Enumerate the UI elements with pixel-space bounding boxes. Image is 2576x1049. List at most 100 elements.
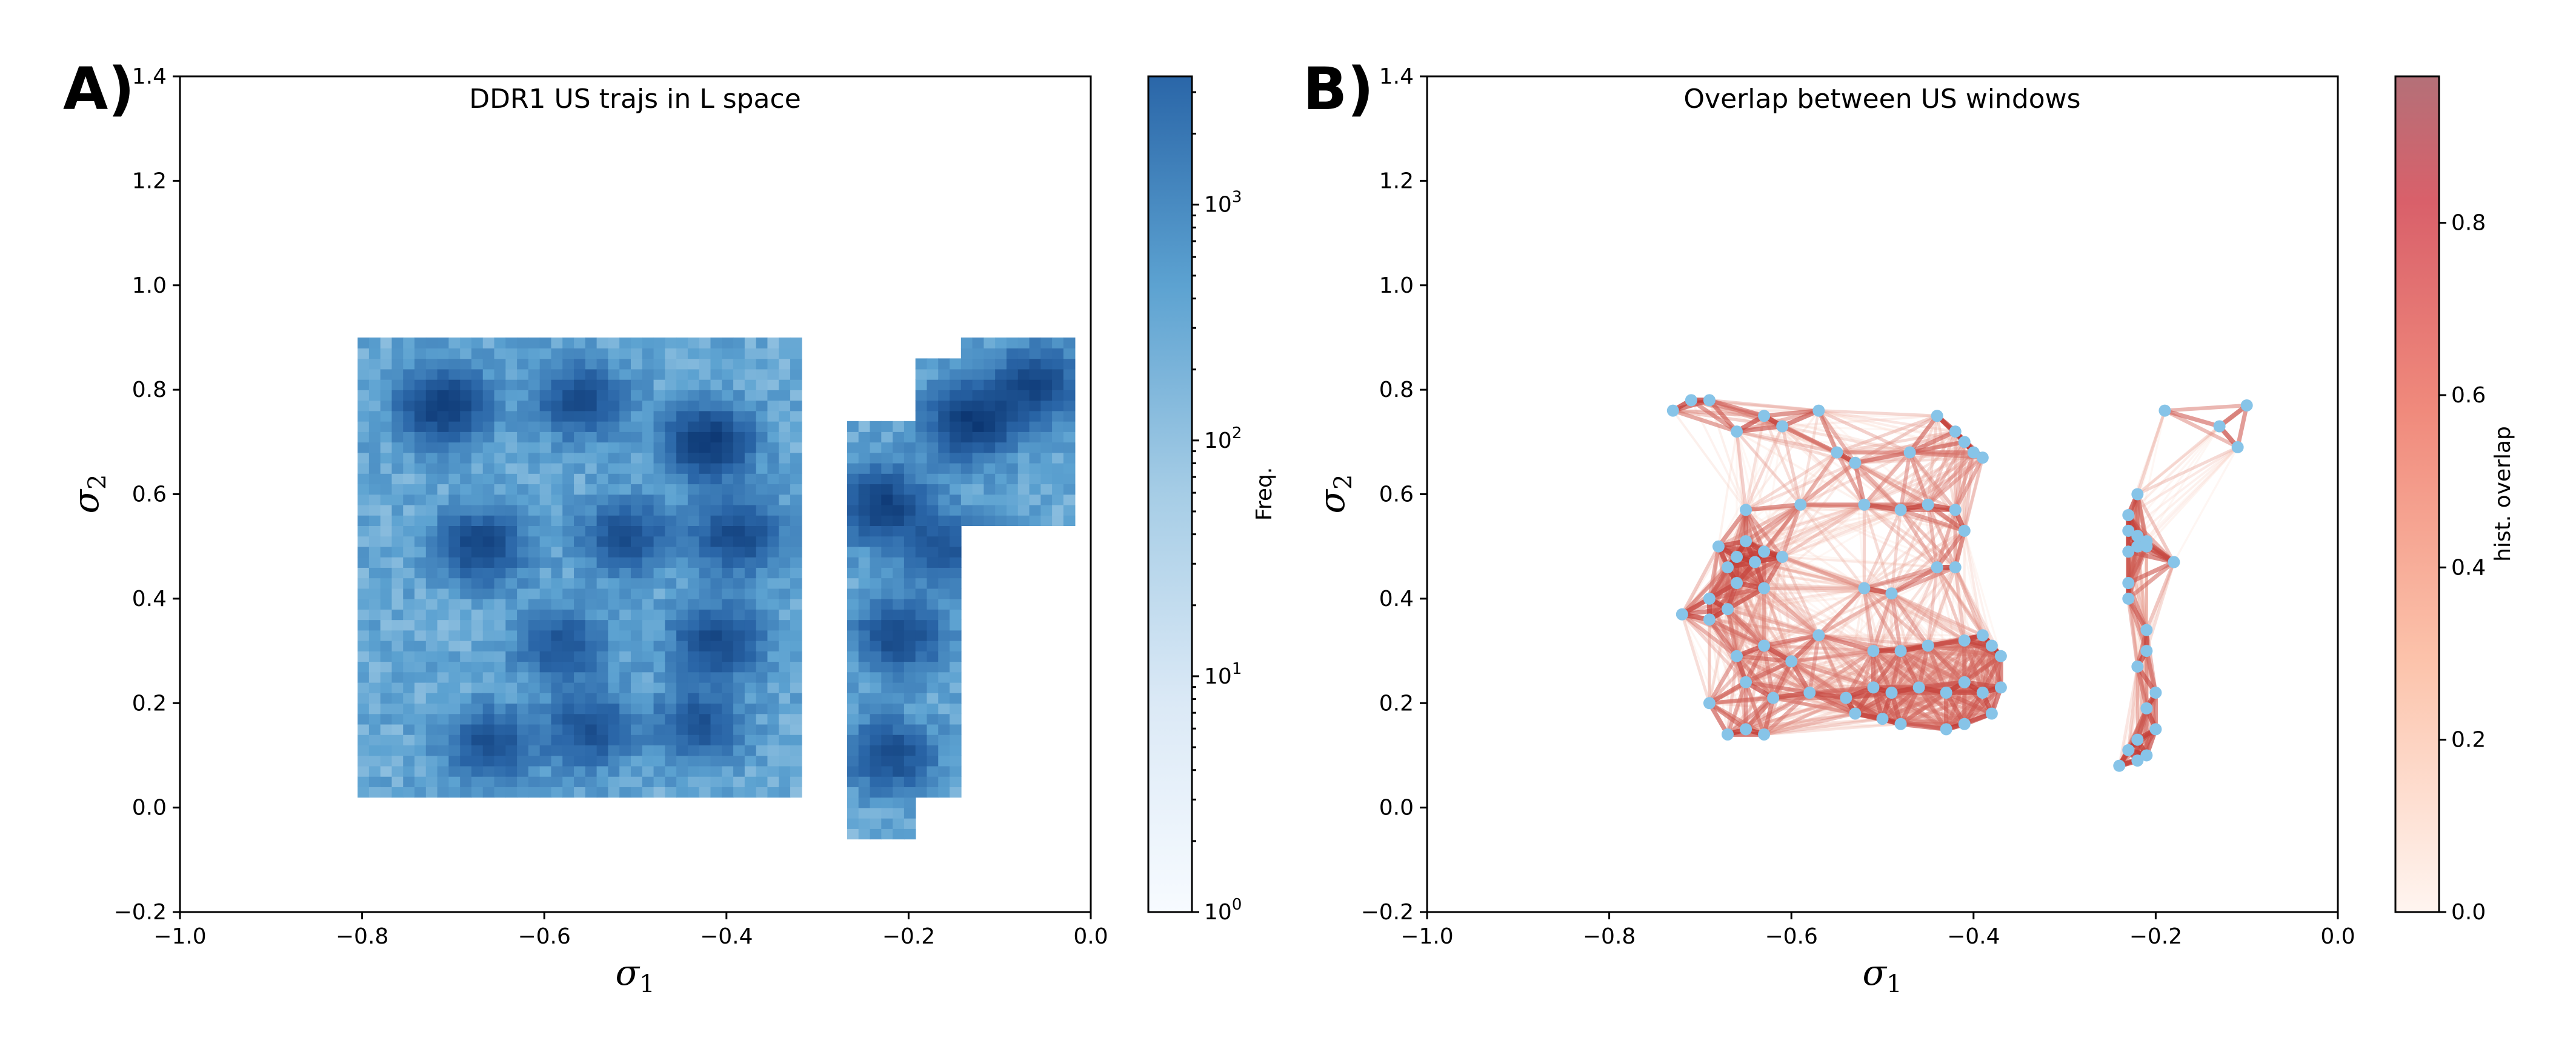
heatmap-cell	[881, 828, 893, 840]
heatmap-cell	[425, 682, 438, 693]
heatmap-cell	[471, 619, 484, 631]
heatmap-cell	[847, 787, 859, 798]
heatmap-cell	[505, 421, 518, 432]
heatmap-cell	[665, 504, 677, 516]
heatmap-cell	[358, 400, 370, 411]
heatmap-cell	[983, 484, 996, 495]
overlap-edge	[1743, 643, 1766, 685]
heatmap-cell	[722, 651, 734, 662]
overlap-edge	[1889, 591, 1966, 642]
heatmap-cell	[517, 651, 529, 662]
overlap-edge	[1953, 528, 1967, 570]
heatmap-cell	[733, 755, 745, 767]
heatmap-cell	[414, 379, 427, 390]
heatmap-cell	[858, 734, 871, 745]
overlap-edge	[1780, 503, 1866, 559]
heatmap-cell	[950, 598, 962, 610]
heatmap-cell	[642, 755, 654, 767]
heatmap-cell	[881, 765, 893, 777]
heatmap-cell	[665, 630, 677, 641]
heatmap-cell	[596, 358, 609, 370]
heatmap-cell	[779, 556, 791, 568]
overlap-edge	[1763, 550, 1875, 652]
heatmap-cell	[358, 410, 370, 422]
heatmap-cell	[471, 515, 484, 527]
heatmap-cell	[482, 379, 495, 390]
heatmap-cell	[619, 640, 631, 651]
heatmap-cell	[710, 462, 723, 474]
heatmap-cell	[710, 765, 723, 777]
window-center-point	[1758, 582, 1771, 594]
heatmap-cell	[551, 504, 564, 516]
heatmap-cell	[380, 442, 393, 453]
overlap-edge	[1862, 565, 1939, 590]
overlap-edge	[1680, 544, 1720, 616]
overlap-edge	[1854, 462, 1866, 590]
heatmap-cell	[380, 567, 393, 579]
heatmap-cell	[687, 619, 700, 631]
heatmap-cell	[722, 682, 734, 693]
overlap-edge	[1743, 695, 1776, 731]
heatmap-cell	[517, 337, 529, 348]
heatmap-cell	[528, 421, 541, 432]
heatmap-cell	[960, 400, 973, 411]
heatmap-cell	[414, 431, 427, 443]
heatmap-cell	[425, 724, 438, 735]
overlap-edge	[1852, 450, 1912, 465]
heatmap-cell	[676, 703, 688, 714]
heatmap-cell	[790, 400, 802, 411]
heatmap-cell	[630, 609, 643, 621]
heatmap-cell	[619, 724, 631, 735]
heatmap-cell	[983, 410, 996, 422]
heatmap-cell	[596, 640, 609, 651]
heatmap-cell	[881, 776, 893, 787]
heatmap-cell	[528, 724, 541, 735]
heatmap-cell	[517, 504, 529, 516]
heatmap-cell	[915, 442, 928, 453]
heatmap-cell	[699, 651, 711, 662]
heatmap-cell	[630, 745, 643, 756]
heatmap-cell	[619, 473, 631, 485]
heatmap-cell	[460, 348, 472, 359]
overlap-edge	[2136, 446, 2239, 548]
heatmap-cell	[972, 442, 985, 453]
window-center-point	[1985, 707, 1998, 720]
overlap-edge	[1726, 607, 1821, 638]
heatmap-cell	[482, 400, 495, 411]
heatmap-cell	[460, 755, 472, 767]
window-center-point	[2140, 702, 2153, 714]
heatmap-cell	[915, 661, 928, 673]
heatmap-cell	[539, 358, 552, 370]
heatmap-cell	[425, 693, 438, 704]
heatmap-cell	[608, 671, 620, 683]
overlap-edge	[1935, 566, 1966, 684]
heatmap-cell	[471, 682, 484, 693]
window-center-point	[1758, 410, 1771, 422]
heatmap-cell	[904, 797, 916, 808]
heatmap-cell	[619, 776, 631, 787]
heatmap-cell	[551, 442, 564, 453]
heatmap-cell	[687, 421, 700, 432]
heatmap-cell	[630, 390, 643, 401]
heatmap-cell	[585, 619, 597, 631]
heatmap-cell	[950, 379, 962, 390]
heatmap-cell	[767, 525, 780, 537]
overlap-edge	[1898, 648, 1922, 690]
heatmap-cell	[858, 515, 871, 527]
heatmap-cell	[448, 494, 461, 505]
heatmap-cell	[482, 525, 495, 537]
heatmap-cell	[722, 515, 734, 527]
heatmap-cell	[574, 546, 586, 558]
heatmap-cell	[904, 546, 916, 558]
heatmap-cell	[733, 410, 745, 422]
overlap-edge	[1799, 450, 1839, 507]
heatmap-cell	[722, 640, 734, 651]
heatmap-cell	[722, 630, 734, 641]
heatmap-cell	[562, 713, 574, 725]
heatmap-cell	[460, 609, 472, 621]
heatmap-cell	[425, 598, 438, 610]
heatmap-cell	[665, 671, 677, 683]
window-center-point	[1958, 524, 1971, 537]
heatmap-cell	[358, 651, 370, 662]
heatmap-cell	[528, 410, 541, 422]
